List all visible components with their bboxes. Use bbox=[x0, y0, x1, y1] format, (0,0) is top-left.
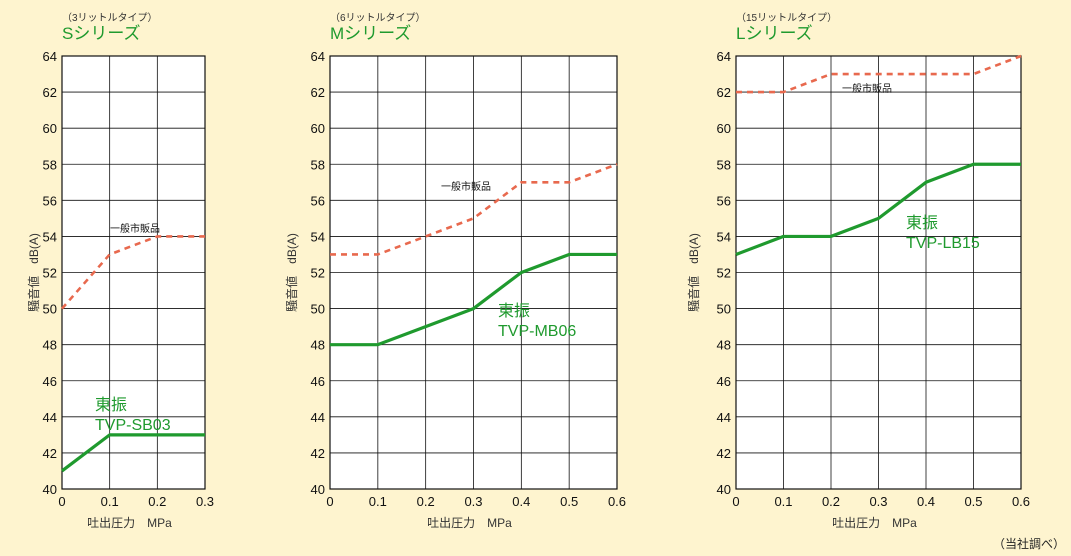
y-tick-label: 64 bbox=[311, 49, 325, 64]
y-tick-label: 58 bbox=[311, 157, 325, 172]
series-title-2: Lシリーズ bbox=[736, 24, 813, 43]
y-tick-label: 42 bbox=[311, 446, 325, 461]
y-tick-label: 56 bbox=[311, 193, 325, 208]
y-tick-label: 60 bbox=[311, 121, 325, 136]
y-tick-label: 44 bbox=[311, 410, 325, 425]
series-line-market bbox=[736, 54, 1022, 94]
y-tick-label: 46 bbox=[43, 374, 57, 389]
y-tick-label: 42 bbox=[717, 446, 731, 461]
series-label-line: 一般市販品 bbox=[110, 222, 160, 235]
series-label-line: 一般市販品 bbox=[842, 82, 892, 95]
y-tick-label: 50 bbox=[717, 302, 731, 317]
x-tick-label: 0.3 bbox=[464, 494, 482, 509]
y-tick-label: 64 bbox=[43, 49, 57, 64]
y-tick-label: 50 bbox=[43, 302, 57, 317]
y-tick-label: 64 bbox=[717, 49, 731, 64]
series-label-line: TVP-LB15 bbox=[906, 235, 980, 252]
series-line-toshin bbox=[330, 252, 617, 347]
x-tick-label: 0.4 bbox=[512, 494, 530, 509]
x-tick-label: 0.1 bbox=[774, 494, 792, 509]
y-tick-label: 60 bbox=[717, 121, 731, 136]
series-line-toshin bbox=[61, 433, 205, 473]
y-axis-label: 騒音値 dB(A) bbox=[284, 233, 299, 312]
x-tick-label: 0 bbox=[326, 494, 333, 509]
x-tick-label: 0.6 bbox=[608, 494, 626, 509]
y-tick-label: 52 bbox=[43, 266, 57, 281]
y-tick-label: 56 bbox=[717, 193, 731, 208]
size-label-1: （6リットルタイプ） bbox=[330, 12, 426, 24]
x-axis-label: 吐出圧力 MPa bbox=[87, 516, 172, 530]
y-tick-label: 60 bbox=[43, 121, 57, 136]
series-label-toshin: 東振 TVP-MB06 bbox=[498, 302, 576, 340]
y-tick-label: 48 bbox=[717, 338, 731, 353]
x-tick-label: 0.1 bbox=[101, 494, 119, 509]
x-tick-label: 0.5 bbox=[964, 494, 982, 509]
size-label-0: （3リットルタイプ） bbox=[62, 12, 158, 24]
y-tick-label: 40 bbox=[43, 482, 57, 497]
series-label-line: 東振 bbox=[906, 214, 938, 232]
x-tick-label: 0.4 bbox=[917, 494, 935, 509]
y-tick-label: 54 bbox=[43, 229, 57, 244]
y-tick-label: 56 bbox=[43, 193, 57, 208]
y-tick-label: 62 bbox=[43, 85, 57, 100]
series-line-market bbox=[61, 235, 205, 310]
x-tick-label: 0 bbox=[732, 494, 739, 509]
y-tick-label: 48 bbox=[311, 338, 325, 353]
x-axis-label: 吐出圧力 MPa bbox=[427, 516, 512, 530]
y-tick-label: 58 bbox=[717, 157, 731, 172]
x-tick-label: 0.6 bbox=[1012, 494, 1030, 509]
series-label-toshin: 東振 TVP-LB15 bbox=[906, 214, 980, 252]
y-axis-label: 騒音値 dB(A) bbox=[26, 233, 41, 312]
series-label-line: 東振 bbox=[498, 302, 530, 320]
series-label-toshin: 東振 TVP-SB03 bbox=[95, 396, 171, 434]
y-tick-label: 44 bbox=[717, 410, 731, 425]
series-line-toshin bbox=[735, 162, 1021, 256]
x-tick-label: 0 bbox=[58, 494, 65, 509]
y-tick-label: 40 bbox=[311, 482, 325, 497]
x-tick-label: 0.3 bbox=[869, 494, 887, 509]
series-label-line: TVP-SB03 bbox=[95, 417, 171, 434]
series-label-market: 一般市販品 bbox=[110, 222, 160, 235]
x-tick-label: 0.2 bbox=[148, 494, 166, 509]
y-tick-label: 44 bbox=[43, 410, 57, 425]
y-tick-label: 54 bbox=[717, 229, 731, 244]
y-tick-label: 42 bbox=[43, 446, 57, 461]
series-line-market bbox=[330, 163, 618, 256]
y-tick-label: 40 bbox=[717, 482, 731, 497]
series-label-line: 一般市販品 bbox=[441, 180, 491, 193]
y-tick-label: 58 bbox=[43, 157, 57, 172]
x-tick-label: 0.3 bbox=[196, 494, 214, 509]
series-label-line: 東振 bbox=[95, 396, 127, 414]
y-tick-label: 62 bbox=[717, 85, 731, 100]
x-tick-label: 0.1 bbox=[369, 494, 387, 509]
x-tick-label: 0.2 bbox=[417, 494, 435, 509]
y-tick-label: 46 bbox=[717, 374, 731, 389]
y-tick-label: 52 bbox=[717, 266, 731, 281]
series-label-line: TVP-MB06 bbox=[498, 323, 576, 340]
y-tick-label: 48 bbox=[43, 338, 57, 353]
x-tick-label: 0.2 bbox=[822, 494, 840, 509]
footnote: （当社調べ） bbox=[992, 537, 1065, 551]
y-tick-label: 62 bbox=[311, 85, 325, 100]
y-tick-label: 46 bbox=[311, 374, 325, 389]
y-tick-label: 52 bbox=[311, 266, 325, 281]
x-axis-label: 吐出圧力 MPa bbox=[832, 516, 917, 530]
size-label-2: （15リットルタイプ） bbox=[736, 12, 837, 24]
series-title-0: Sシリーズ bbox=[62, 24, 141, 43]
series-label-market: 一般市販品 bbox=[441, 180, 491, 193]
series-label-market: 一般市販品 bbox=[842, 82, 892, 95]
y-tick-label: 54 bbox=[311, 229, 325, 244]
series-title-1: Mシリーズ bbox=[330, 24, 411, 43]
y-axis-label: 騒音値 dB(A) bbox=[686, 233, 701, 312]
x-tick-label: 0.5 bbox=[560, 494, 578, 509]
y-tick-label: 50 bbox=[311, 302, 325, 317]
